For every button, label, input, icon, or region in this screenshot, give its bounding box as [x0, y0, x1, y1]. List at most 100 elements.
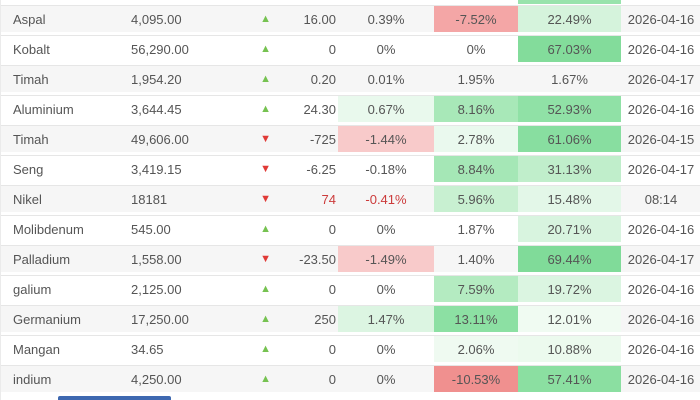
- price-cell: 1,954.20: [119, 65, 211, 92]
- direction-cell: ▲: [211, 365, 273, 392]
- table-row[interactable]: Nikel 18181 ▼ 74 -0.41% 5.96% 15.48% 08:…: [1, 185, 700, 212]
- table-row[interactable]: Mangan 34.65 ▲ 0 0% 2.06% 10.88% 2026-04…: [1, 335, 700, 362]
- up-arrow-icon: ▲: [260, 223, 271, 235]
- change-cell: 24.30: [273, 95, 338, 122]
- commodity-name: Kobalt: [1, 35, 119, 62]
- pct-c-cell: 52.93%: [518, 95, 621, 122]
- price-cell: 545.00: [119, 215, 211, 242]
- down-arrow-icon: ▼: [260, 253, 271, 265]
- change-pct-cell: 0%: [338, 335, 434, 362]
- change-pct-cell: -1.44%: [338, 125, 434, 152]
- change-pct-cell: 0.01%: [338, 65, 434, 92]
- up-arrow-icon: ▲: [260, 313, 271, 325]
- direction-cell: ▲: [211, 275, 273, 302]
- date-cell: 2026-04-16: [621, 5, 700, 32]
- pct-b-cell: 1.95%: [434, 65, 518, 92]
- price-cell: 2,125.00: [119, 275, 211, 302]
- table-row[interactable]: Palladium 1,558.00 ▼ -23.50 -1.49% 1.40%…: [1, 245, 700, 272]
- change-cell: 16.00: [273, 5, 338, 32]
- pct-c-cell: 12.01%: [518, 305, 621, 332]
- price-cell: 4,095.00: [119, 5, 211, 32]
- date-cell: 2026-04-17: [621, 245, 700, 272]
- pct-b-cell: 0%: [434, 35, 518, 62]
- change-pct-cell: 1.47%: [338, 305, 434, 332]
- commodity-name: indium: [1, 365, 119, 392]
- table-row[interactable]: Timah 49,606.00 ▼ -725 -1.44% 2.78% 61.0…: [1, 125, 700, 152]
- pct-c-cell: 69.44%: [518, 245, 621, 272]
- direction-cell: ▼: [211, 185, 273, 212]
- direction-cell: ▼: [211, 155, 273, 182]
- direction-cell: ▲: [211, 95, 273, 122]
- date-cell: 2026-04-15: [621, 125, 700, 152]
- pct-b-cell: 5.96%: [434, 185, 518, 212]
- pct-c-cell: 15.48%: [518, 185, 621, 212]
- down-arrow-icon: ▼: [260, 163, 271, 175]
- pct-c-cell: 57.41%: [518, 365, 621, 392]
- pct-b-cell: 1.87%: [434, 215, 518, 242]
- table-row[interactable]: Molibdenum 545.00 ▲ 0 0% 1.87% 20.71% 20…: [1, 215, 700, 242]
- direction-cell: ▲: [211, 335, 273, 362]
- date-cell: 2026-04-17: [621, 65, 700, 92]
- table-body: Aspal 4,095.00 ▲ 16.00 0.39% -7.52% 22.4…: [1, 5, 700, 392]
- up-arrow-icon: ▲: [260, 73, 271, 85]
- direction-cell: ▲: [211, 305, 273, 332]
- table-row[interactable]: Aspal 4,095.00 ▲ 16.00 0.39% -7.52% 22.4…: [1, 5, 700, 32]
- change-cell: -23.50: [273, 245, 338, 272]
- direction-cell: ▲: [211, 215, 273, 242]
- change-pct-cell: 0%: [338, 275, 434, 302]
- pct-b-cell: 7.59%: [434, 275, 518, 302]
- change-pct-cell: 0.39%: [338, 5, 434, 32]
- date-cell: 2026-04-16: [621, 305, 700, 332]
- commodity-name: Timah: [1, 125, 119, 152]
- pct-b-cell: 8.16%: [434, 95, 518, 122]
- table-row[interactable]: galium 2,125.00 ▲ 0 0% 7.59% 19.72% 2026…: [1, 275, 700, 302]
- table-row[interactable]: Aluminium 3,644.45 ▲ 24.30 0.67% 8.16% 5…: [1, 95, 700, 122]
- price-cell: 1,558.00: [119, 245, 211, 272]
- commodity-name: Germanium: [1, 305, 119, 332]
- change-cell: 74: [273, 185, 338, 212]
- change-pct-cell: 0%: [338, 365, 434, 392]
- pct-c-cell: 67.03%: [518, 35, 621, 62]
- up-arrow-icon: ▲: [260, 43, 271, 55]
- change-cell: 0: [273, 365, 338, 392]
- price-cell: 4,250.00: [119, 365, 211, 392]
- commodity-name: Aluminium: [1, 95, 119, 122]
- commodity-name: galium: [1, 275, 119, 302]
- partial-footer-element[interactable]: [58, 396, 171, 400]
- pct-b-cell: -7.52%: [434, 5, 518, 32]
- table-row[interactable]: Kobalt 56,290.00 ▲ 0 0% 0% 67.03% 2026-0…: [1, 35, 700, 62]
- date-cell: 2026-04-16: [621, 95, 700, 122]
- change-cell: 0: [273, 35, 338, 62]
- pct-c-cell: 10.88%: [518, 335, 621, 362]
- table-row[interactable]: indium 4,250.00 ▲ 0 0% -10.53% 57.41% 20…: [1, 365, 700, 392]
- up-arrow-icon: ▲: [260, 283, 271, 295]
- table-row[interactable]: Germanium 17,250.00 ▲ 250 1.47% 13.11% 1…: [1, 305, 700, 332]
- direction-cell: ▼: [211, 245, 273, 272]
- date-cell: 2026-04-16: [621, 365, 700, 392]
- date-cell: 2026-04-16: [621, 35, 700, 62]
- table-row[interactable]: Timah 1,954.20 ▲ 0.20 0.01% 1.95% 1.67% …: [1, 65, 700, 92]
- commodity-name: Timah: [1, 65, 119, 92]
- pct-c-cell: 1.67%: [518, 65, 621, 92]
- commodity-name: Seng: [1, 155, 119, 182]
- price-cell: 56,290.00: [119, 35, 211, 62]
- pct-b-cell: 13.11%: [434, 305, 518, 332]
- date-cell: 2026-04-16: [621, 215, 700, 242]
- direction-cell: ▲: [211, 5, 273, 32]
- date-cell: 2026-04-16: [621, 335, 700, 362]
- change-pct-cell: -1.49%: [338, 245, 434, 272]
- price-cell: 34.65: [119, 335, 211, 362]
- price-cell: 49,606.00: [119, 125, 211, 152]
- pct-c-cell: 31.13%: [518, 155, 621, 182]
- change-cell: 0: [273, 335, 338, 362]
- table-row[interactable]: Seng 3,419.15 ▼ -6.25 -0.18% 8.84% 31.13…: [1, 155, 700, 182]
- commodity-name: Palladium: [1, 245, 119, 272]
- change-cell: 250: [273, 305, 338, 332]
- pct-c-cell: 22.49%: [518, 5, 621, 32]
- price-cell: 3,644.45: [119, 95, 211, 122]
- partial-month-pct-cell: [518, 0, 621, 4]
- change-cell: -725: [273, 125, 338, 152]
- price-cell: 18181: [119, 185, 211, 212]
